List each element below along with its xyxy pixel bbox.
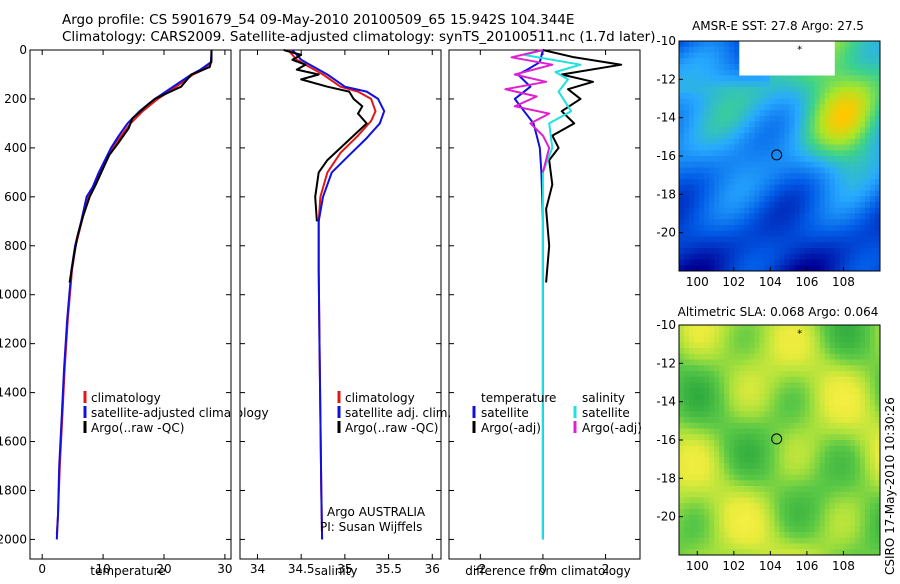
map-y-tick-label: -20 (656, 510, 676, 524)
series-line-satellite-adjusted-climatology (55, 49, 213, 540)
header-line-1: Argo profile: CS 5901679_54 09-May-2010 … (62, 12, 574, 28)
legend-label-climatology: climatology (345, 391, 415, 405)
map-x-tick-label: 108 (832, 559, 855, 573)
x-tick-label: 34.5 (288, 562, 315, 576)
y-tick-label: 2000 (0, 532, 27, 546)
map-y-tick-label: -18 (656, 187, 676, 201)
difference-xlabel: difference from climatology (465, 564, 631, 578)
x-tick-label: 0 (38, 562, 46, 576)
salinity-xlabel: salinity (314, 564, 357, 578)
map-y-tick-label: -18 (656, 471, 676, 485)
x-tick-label: 20 (156, 562, 171, 576)
salinity-legend: climatology satellite adj. clim. Argo(..… (337, 391, 451, 435)
argo-program-annotation: Argo AUSTRALIA (327, 505, 426, 519)
y-tick-label: 200 (4, 92, 27, 106)
map-x-tick-label: 104 (759, 559, 782, 573)
map-y-tick-label: -20 (656, 226, 676, 240)
y-tick-label: 1000 (0, 288, 27, 302)
legend-label-satellite: satellite adj. clim. (345, 406, 451, 420)
map-y-tick-label: -16 (656, 433, 676, 447)
legend-label-sal-satellite: satellite (582, 406, 630, 420)
y-tick-label: 1400 (0, 386, 27, 400)
temperature-axis-ticks: 0 10 20 30 0 200 400 600 800 1000 1200 1400 1600 1800… (0, 43, 233, 576)
sla-map-title: Altimetric SLA: 0.068 Argo: 0.064 (678, 305, 879, 319)
x-tick-label: 36 (425, 562, 440, 576)
temperature-series (55, 49, 213, 540)
difference-legend: temperature satellite Argo(-adj) salinit… (472, 391, 642, 435)
y-tick-label: 400 (4, 141, 27, 155)
temperature-xlabel: temperature (90, 564, 165, 578)
map-y-tick-label: -12 (656, 72, 676, 86)
legend-label-argo: Argo(..raw -QC) (345, 421, 438, 435)
y-tick-label: 600 (4, 190, 27, 204)
salinity-panel-frame (239, 49, 442, 560)
x-tick-label: 10 (95, 562, 110, 576)
y-tick-label: 0 (19, 43, 27, 57)
series-line-temperature-argo-adj- (542, 49, 623, 283)
map-y-tick-label: -16 (656, 149, 676, 163)
series-line-argo-raw-qc- (68, 50, 213, 283)
map-x-tick-label: 104 (759, 275, 782, 289)
legend-label-satellite: satellite-adjusted climatology (91, 406, 269, 420)
x-tick-label: 0 (539, 562, 547, 576)
y-tick-label: 1600 (0, 435, 27, 449)
legend-label-sal-argo: Argo(-adj) (582, 421, 642, 435)
temperature-panel-frame (29, 49, 232, 560)
map-y-tick-label: -10 (656, 318, 676, 332)
map-y-tick-label: -14 (656, 395, 676, 409)
salinity-axis-ticks: 34 34.5 35 35.5 36 (240, 49, 441, 576)
difference-series (504, 49, 623, 540)
difference-axis-ticks: -2 0 2 (449, 49, 640, 576)
map-x-tick-label: 102 (722, 559, 745, 573)
sst-map-ticks: 100 102 104 106 108 -10 -12 -14 -16 -18 -20 (656, 34, 855, 289)
sst-map: * (678, 40, 881, 272)
sla-map-ticks: 100 102 104 106 108 -10 -12 -14 -16 -18 -20 (656, 318, 855, 573)
map-x-tick-label: 106 (795, 559, 818, 573)
x-tick-label: 2 (602, 562, 610, 576)
temperature-legend: climatology satellite-adjusted climatolo… (83, 391, 269, 435)
x-tick-label: 35.5 (375, 562, 402, 576)
y-tick-label: 1800 (0, 483, 27, 497)
sst-map-title: AMSR-E SST: 27.8 Argo: 27.5 (692, 19, 864, 33)
map-x-tick-label: 106 (795, 275, 818, 289)
profile-location-marker (771, 149, 783, 161)
y-tick-label: 1200 (0, 337, 27, 351)
map-x-tick-label: 100 (686, 275, 709, 289)
map-y-tick-label: -10 (656, 34, 676, 48)
star-marker-icon: * (797, 45, 802, 56)
x-tick-label: -2 (474, 562, 486, 576)
legend-heading-salinity: salinity (582, 391, 625, 405)
map-y-tick-label: -12 (656, 356, 676, 370)
map-y-tick-label: -14 (656, 111, 676, 125)
salinity-series (283, 49, 386, 540)
x-tick-label: 30 (217, 562, 232, 576)
map-x-tick-label: 102 (722, 275, 745, 289)
sla-map: * (678, 324, 881, 556)
series-line-salinity-satellite (523, 49, 582, 540)
credit-stamp: CSIRO 17-May-2010 10:30:26 (883, 397, 897, 575)
x-tick-label: 34 (250, 562, 265, 576)
header-line-2: Climatology: CARS2009. Satellite-adjuste… (62, 29, 655, 45)
difference-panel-frame (448, 49, 641, 560)
series-line-salinity-argo-adj- (504, 49, 554, 173)
series-line-argo-raw-qc- (283, 49, 368, 222)
legend-label-argo: Argo(..raw -QC) (91, 421, 184, 435)
map-x-tick-label: 108 (832, 275, 855, 289)
y-tick-label: 800 (4, 239, 27, 253)
panel-gap-mask (231, 395, 240, 435)
profile-location-marker (771, 433, 783, 445)
legend-heading-temperature: temperature (481, 391, 556, 405)
series-line-satellite-adj-clim- (291, 49, 386, 540)
legend-label-climatology: climatology (91, 391, 161, 405)
x-tick-label: 35 (337, 562, 352, 576)
legend-label-temp-argo: Argo(-adj) (481, 421, 541, 435)
pi-annotation: PI: Susan Wijffels (320, 520, 422, 534)
star-marker-icon: * (797, 329, 802, 340)
map-x-tick-label: 100 (686, 559, 709, 573)
legend-label-temp-satellite: satellite (481, 406, 529, 420)
